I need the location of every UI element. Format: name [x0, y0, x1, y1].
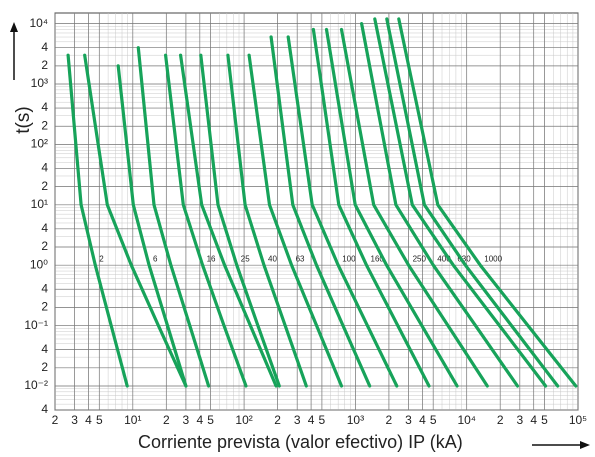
x-tick-label: 5	[207, 413, 214, 427]
x-tick-label: 10¹	[124, 413, 141, 427]
fuse-curve	[269, 35, 372, 388]
y-tick-label: 2	[41, 300, 48, 314]
y-tick-label: 4	[41, 100, 48, 114]
y-tick-label: 2	[41, 360, 48, 374]
x-tick-label: 3	[405, 413, 412, 427]
x-tick-label: 2	[163, 413, 170, 427]
fuse-curve	[339, 27, 489, 388]
y-arrow-head	[10, 22, 18, 32]
y-tick-label: 4	[41, 342, 48, 356]
x-tick-label: 2	[52, 413, 59, 427]
curve-label: 250	[413, 254, 427, 263]
fuse-curve	[360, 22, 520, 388]
fuse-curve	[373, 17, 548, 388]
y-tick-label: 4	[41, 281, 48, 295]
y-tick-label: 10⁴	[29, 16, 48, 30]
y-tick-label: 2	[41, 239, 48, 253]
x-axis-label: Corriente prevista (valor efectivo) IP (…	[138, 432, 463, 452]
x-tick-label: 4	[308, 413, 315, 427]
fuse-curve	[286, 35, 399, 388]
x-tick-label: 4	[85, 413, 92, 427]
y-tick-label: 2	[41, 58, 48, 72]
x-tick-label: 3	[183, 413, 190, 427]
y-tick-label: 10⁰	[30, 257, 48, 271]
fuse-curve	[247, 53, 344, 388]
curve-label: 40	[268, 254, 277, 263]
y-tick-label: 2	[41, 179, 48, 193]
fuse-curve	[164, 53, 248, 388]
fuse-curve	[66, 53, 129, 388]
y-tick-label: 4	[41, 161, 48, 175]
curve-label: 16	[207, 254, 216, 263]
curve-label: 160	[371, 254, 385, 263]
x-tick-label: 4	[530, 413, 537, 427]
curve-label: 1000	[484, 254, 502, 263]
fuse-curve	[179, 53, 278, 388]
x-tick-label: 5	[430, 413, 437, 427]
x-tick-label: 2	[497, 413, 504, 427]
x-tick-label: 5	[96, 413, 103, 427]
fuse-curve	[116, 64, 188, 388]
x-tick-label: 3	[71, 413, 78, 427]
x-arrow-head	[580, 441, 590, 449]
grid	[54, 13, 579, 411]
y-tick-label: 10¹	[31, 197, 48, 211]
curve-label: 25	[241, 254, 250, 263]
curve-label: 100	[342, 254, 356, 263]
fuse-curve	[226, 53, 308, 388]
y-tick-label: 4	[41, 402, 48, 416]
y-tick-label: 10³	[31, 76, 48, 90]
curve-label: 63	[296, 254, 305, 263]
y-tick-label: 4	[41, 221, 48, 235]
x-tick-label: 10⁵	[569, 413, 587, 427]
y-tick-label: 10⁻²	[24, 378, 48, 392]
fuse-curve	[199, 53, 281, 388]
x-tick-label: 2	[274, 413, 281, 427]
x-tick-label: 4	[196, 413, 203, 427]
x-tick-label: 5	[541, 413, 548, 427]
y-tick-label: 10⁻¹	[24, 318, 48, 332]
x-tick-label: 10⁴	[457, 413, 476, 427]
y-tick-label: 4	[41, 40, 48, 54]
fuse-curve	[311, 27, 431, 388]
x-tick-label: 3	[516, 413, 523, 427]
curve-label: 6	[153, 254, 158, 263]
x-tick-label: 10³	[347, 413, 364, 427]
curve-label: 630	[457, 254, 471, 263]
x-tick-label: 3	[294, 413, 301, 427]
curve-label: 2	[99, 254, 104, 263]
fuse-curve	[397, 17, 578, 388]
curves: 2 6 16 25 40 63 100 160 250 400 630 1000	[66, 17, 578, 388]
x-tick-label: 4	[419, 413, 426, 427]
y-tick-label: 2	[41, 118, 48, 132]
x-tick-label: 2	[386, 413, 393, 427]
x-tick-label: 5	[319, 413, 326, 427]
fuse-curve	[324, 27, 459, 388]
curve-label: 400	[437, 254, 451, 263]
y-tick-label: 10²	[31, 137, 48, 151]
fuse-curve	[385, 17, 560, 388]
x-tick-label: 10²	[235, 413, 252, 427]
y-axis-label: t(s)	[13, 106, 34, 133]
fuse-curve	[136, 46, 211, 388]
fuse-curve	[83, 53, 188, 388]
